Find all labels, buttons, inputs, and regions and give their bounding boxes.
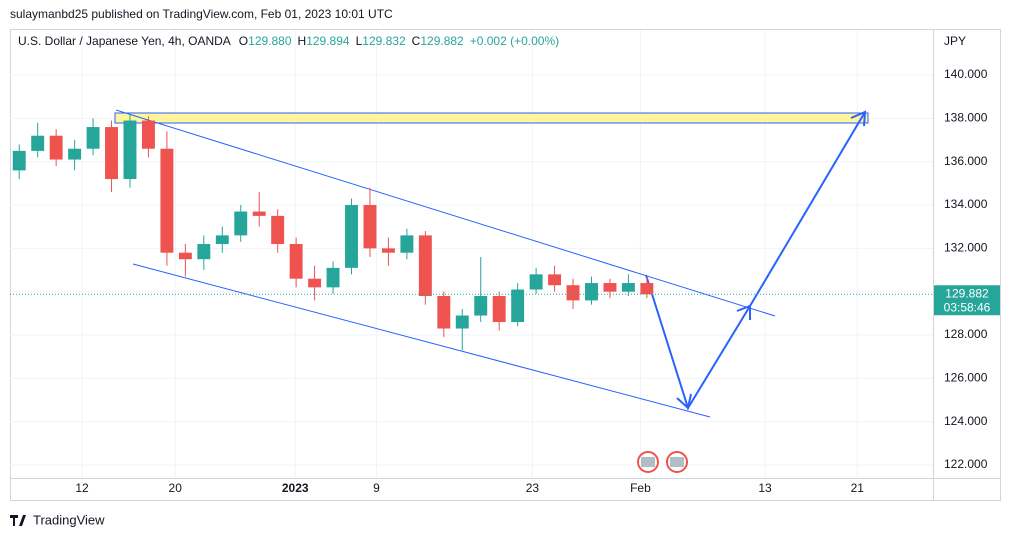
ohlc-value: 129.832	[362, 34, 406, 48]
candle-body	[345, 205, 358, 268]
arrow-head	[850, 110, 867, 127]
candle-body	[492, 296, 506, 323]
candle-body	[603, 283, 617, 292]
countdown-label: 03:58:46	[944, 300, 991, 314]
candle-body	[437, 296, 451, 329]
candle-body	[31, 135, 45, 151]
x-tick-label: 9	[373, 481, 380, 495]
y-tick-label: 134.000	[944, 197, 988, 211]
arrow-head	[736, 304, 751, 320]
x-tick-label: 12	[75, 481, 89, 495]
ohlc-value: 129.894	[306, 34, 350, 48]
candle-body	[12, 150, 26, 171]
drawings	[114, 109, 869, 418]
flag	[641, 457, 655, 467]
candle-body	[197, 244, 211, 260]
candle-body	[289, 244, 303, 279]
candle-body	[215, 235, 229, 245]
last-price-box	[934, 285, 1000, 316]
x-tick-label: 21	[851, 481, 865, 495]
y-tick-label: 132.000	[944, 241, 988, 255]
candle-body	[640, 283, 654, 295]
y-tick-label: 128.000	[944, 327, 988, 341]
ohlc-key: O	[239, 34, 248, 48]
candle-body	[326, 267, 340, 288]
ohlc-value: 129.880	[248, 34, 292, 48]
candle-body	[68, 148, 82, 160]
candle-body	[585, 283, 598, 301]
x-tick-label: 2023	[282, 481, 309, 495]
flag	[670, 457, 684, 467]
symbol-title: U.S. Dollar / Japanese Yen, 4h, OANDA	[18, 34, 231, 48]
candle-body	[160, 148, 174, 253]
candle-body	[49, 135, 63, 160]
publish-header: sulaymanbd25 published on TradingView.co…	[10, 7, 393, 21]
event-icons	[637, 451, 688, 473]
x-tick-label: 20	[169, 481, 183, 495]
candle-body	[271, 215, 285, 245]
y-tick-label: 126.000	[944, 371, 988, 385]
candle-body	[86, 127, 100, 149]
candle-body	[141, 120, 155, 149]
candle-body	[363, 205, 377, 249]
currency-label: JPY	[944, 34, 966, 48]
ohlc-key: L	[356, 34, 363, 48]
candle-body	[418, 235, 432, 297]
y-tick-label: 122.000	[944, 457, 988, 471]
y-tick-label: 140.000	[944, 67, 988, 81]
channel-bottom	[132, 263, 711, 418]
candle-body	[252, 211, 266, 216]
candle-body	[105, 127, 118, 180]
last-price-label: 129.882	[945, 286, 989, 300]
candle-body	[566, 285, 580, 301]
candle-body	[455, 315, 469, 329]
candle-body	[381, 248, 395, 253]
candle-body	[178, 252, 192, 260]
y-tick-label: 138.000	[944, 111, 988, 125]
resistance-zone	[114, 112, 869, 124]
chart-frame	[10, 29, 1001, 501]
candle-body	[548, 274, 562, 286]
footer-brand: TradingView	[33, 512, 105, 527]
ohlc-value: 129.882	[420, 34, 464, 48]
ohlc-key: H	[298, 34, 307, 48]
y-tick-label: 136.000	[944, 154, 988, 168]
candle-body	[123, 120, 137, 180]
candles	[12, 114, 654, 351]
x-tick-label: 23	[526, 481, 540, 495]
channel-top	[115, 109, 776, 317]
candle-body	[308, 278, 322, 288]
projection-path	[645, 111, 866, 411]
candle-body	[529, 274, 543, 290]
x-tick-label: 13	[758, 481, 772, 495]
candle-body	[400, 235, 414, 253]
arrow-head	[676, 393, 692, 410]
candle-body	[621, 283, 635, 292]
logo: TradingView	[10, 512, 105, 527]
candle-body	[234, 211, 248, 236]
y-tick-label: 124.000	[944, 414, 988, 428]
candle-body	[511, 289, 525, 323]
change: +0.002 (+0.00%)	[470, 34, 559, 48]
ohlc-key: C	[412, 34, 421, 48]
candle-body	[474, 296, 488, 316]
logo-mark	[10, 515, 26, 526]
x-tick-label: Feb	[630, 481, 651, 495]
